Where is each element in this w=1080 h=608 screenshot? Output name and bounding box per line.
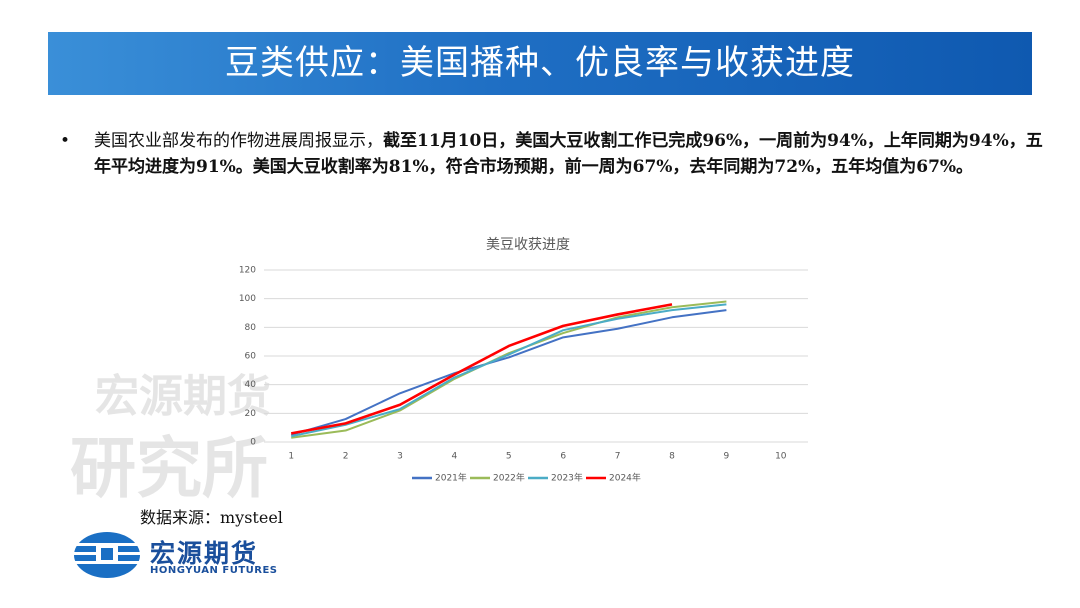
- chart: 美豆收获进度 0 20 40 60 80 100 120 1 2 3 4 5 6 7 8 9 10 2021年 20…: [239, 237, 808, 484]
- bullet-lead: 美国农业部发布的作物进展周报显示，: [94, 131, 383, 151]
- y-tick-label: 80: [245, 323, 257, 333]
- series-line: [290, 309, 727, 436]
- logo-name: 宏源期货: [150, 539, 259, 568]
- source: 数据来源：mysteel: [140, 508, 283, 527]
- y-tick-label: 20: [245, 409, 257, 419]
- watermark: 宏源期货: [95, 371, 271, 422]
- y-tick-label: 60: [245, 352, 257, 362]
- x-tick-label: 10: [775, 452, 787, 462]
- x-tick-label: 7: [615, 452, 621, 462]
- x-tick-label: 9: [724, 452, 730, 462]
- logo-english: HONGYUAN FUTURES: [150, 565, 278, 576]
- x-tick-label: 8: [669, 452, 675, 462]
- x-tick-label: 1: [288, 452, 294, 462]
- x-tick-label: 4: [452, 452, 458, 462]
- series-line: [290, 303, 727, 438]
- x-tick-label: 5: [506, 452, 512, 462]
- chart-title: 美豆收获进度: [486, 237, 570, 253]
- bullet-text: 美国农业部发布的作物进展周报显示，截至11月10日，美国大豆收割工作已完成96%…: [60, 128, 1044, 180]
- x-tick-label: 6: [560, 452, 566, 462]
- legend-label: 2024年: [609, 472, 641, 484]
- y-tick-label: 40: [245, 380, 257, 390]
- x-tick-label: 3: [397, 452, 403, 462]
- logo-icon: [72, 532, 142, 578]
- series-line: [290, 303, 673, 435]
- watermark: 研究所: [70, 429, 268, 507]
- series-line: [291, 300, 727, 439]
- y-tick-label: 100: [239, 294, 256, 304]
- y-tick-label: 120: [239, 266, 256, 276]
- legend-label: 2022年: [493, 472, 525, 484]
- bullet-bold: 截至11月10日，美国大豆收割工作已完成96%，一周前为94%，上年同期为94%…: [94, 131, 1043, 177]
- x-tick-label: 2: [343, 452, 349, 462]
- banner: 豆类供应：美国播种、优良率与收获进度: [48, 32, 1032, 95]
- legend-label: 2021年: [435, 472, 467, 484]
- legend-label: 2023年: [551, 472, 583, 484]
- slide-title: 豆类供应：美国播种、优良率与收获进度: [225, 43, 855, 83]
- y-tick-label: 0: [250, 438, 256, 448]
